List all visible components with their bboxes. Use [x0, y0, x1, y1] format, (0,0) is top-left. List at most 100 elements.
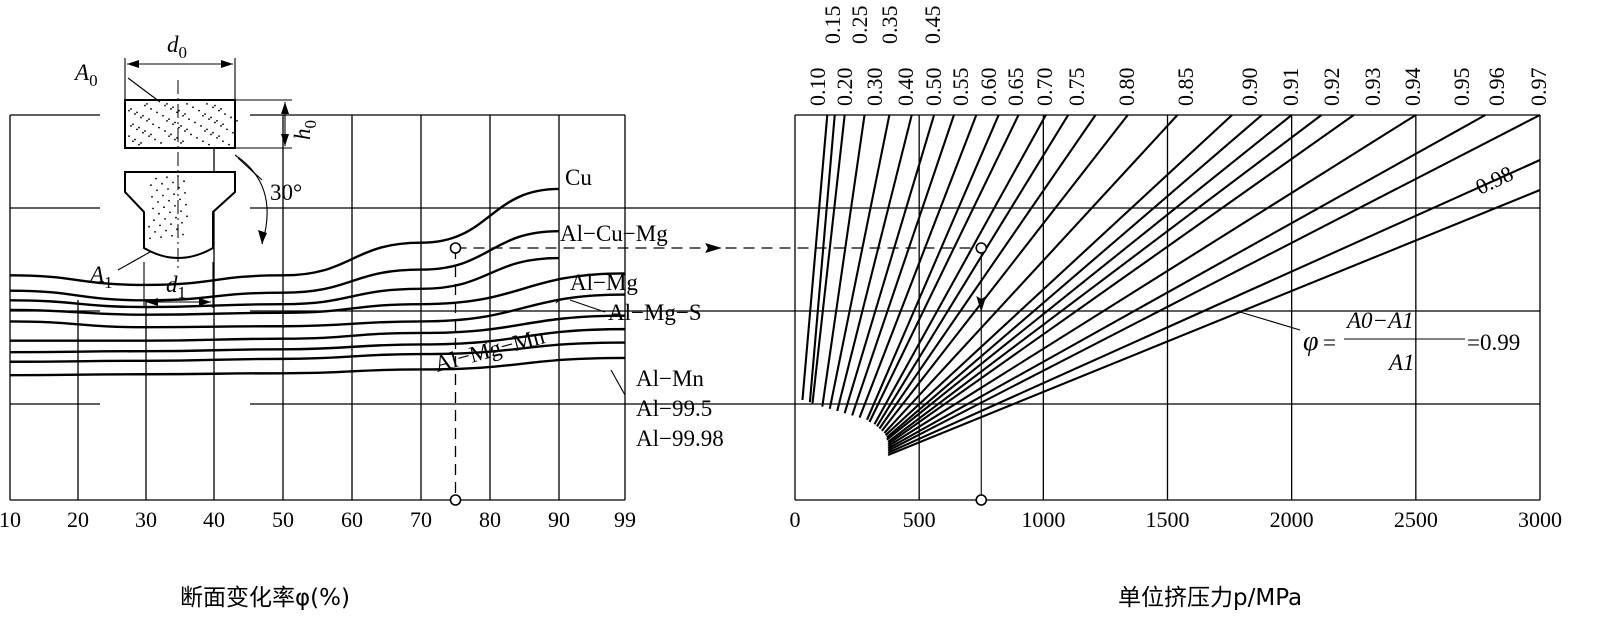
- extruded-grain: [157, 201, 159, 203]
- left-tick-99: 99: [614, 507, 636, 532]
- fan-label-0.80: 0.80: [1114, 68, 1139, 107]
- fan-line-0.70: [876, 114, 1070, 427]
- extruded-grain: [150, 184, 152, 187]
- billet-grain: [208, 143, 210, 146]
- billet-grain: [168, 135, 170, 138]
- billet-grain: [186, 128, 188, 131]
- leader-al-mn: [610, 369, 626, 396]
- extruded-grain: [159, 224, 161, 227]
- fan-line-0.97: [887, 114, 1541, 452]
- series-curve-3: [9, 272, 626, 316]
- fan-label-0.40: 0.40: [893, 68, 918, 107]
- billet-grain: [196, 136, 198, 139]
- fan-label-0.97: 0.97: [1526, 68, 1551, 107]
- fan-line-0.60: [868, 114, 1020, 423]
- billet-grain: [138, 143, 140, 146]
- extruded-grain: [152, 207, 154, 210]
- extruded-grain: [179, 198, 181, 201]
- billet-grain: [212, 106, 214, 109]
- angle-arc: [234, 154, 268, 245]
- fan-label-0.75: 0.75: [1064, 68, 1089, 107]
- formula-denominator: A1: [1387, 350, 1415, 375]
- extruded-grain: [176, 228, 178, 231]
- billet-grain: [216, 136, 218, 139]
- extruded-grain: [160, 236, 162, 239]
- billet-grain: [156, 111, 158, 114]
- label-a0: A0: [73, 60, 98, 90]
- grid-lines: [9, 114, 1541, 501]
- extruded-grain: [174, 205, 176, 207]
- extruded-grain: [172, 181, 174, 184]
- right-tick-1500: 1500: [1146, 507, 1190, 532]
- series-curve-0: [9, 187, 560, 287]
- extruded-grain: [161, 182, 163, 185]
- billet-grain: [200, 125, 202, 127]
- fan-label-0.91: 0.91: [1278, 68, 1303, 107]
- extruded-grain: [163, 206, 165, 209]
- billet-grain: [136, 111, 138, 114]
- billet-grain: [162, 114, 164, 117]
- extruded-grain: [148, 225, 150, 228]
- left-tick-50: 50: [272, 507, 294, 532]
- billet-grain: [184, 130, 186, 132]
- series-label-1: Al−Cu−Mg: [560, 221, 668, 246]
- fan-line-0.65: [873, 114, 1047, 425]
- billet-grain: [222, 140, 224, 143]
- billet-grain: [202, 114, 204, 117]
- example-arrow-right: [705, 243, 722, 253]
- billet-grain: [144, 104, 146, 107]
- fan-label-0.94: 0.94: [1400, 68, 1425, 107]
- right-x-tick-labels: 0 500 1000 1500 2000 2500 3000: [790, 507, 1563, 532]
- billet-grain: [132, 123, 134, 126]
- fan-line-0.94: [887, 114, 1355, 445]
- billet-grain: [192, 106, 194, 109]
- billet-grain: [142, 114, 144, 117]
- series-curve-5: [10, 314, 626, 342]
- fan-line-0.40: [843, 114, 936, 414]
- billet-grain: [202, 140, 204, 143]
- fan-line-0.45: [851, 114, 955, 416]
- extruded-body: [124, 171, 236, 259]
- billet-grain: [212, 131, 214, 134]
- example-construction: [449, 242, 1301, 506]
- fan-label-0.65: 0.65: [1003, 68, 1028, 107]
- billet-grain: [208, 118, 210, 121]
- fan-line-0.95: [887, 114, 1417, 448]
- billet-grain: [170, 133, 172, 136]
- fan-label-0.98: 0.98: [1472, 161, 1517, 200]
- left-tick-90: 90: [548, 507, 570, 532]
- billet-grain: [210, 133, 212, 136]
- fan-label-0.96: 0.96: [1484, 68, 1509, 107]
- fan-line-0.85: [883, 114, 1179, 434]
- billet-grain: [166, 102, 168, 105]
- series-curve-7: [9, 341, 626, 363]
- extruded-grain: [158, 212, 160, 215]
- fan-label-0.25: 0.25: [847, 6, 872, 45]
- billet-grain: [218, 109, 220, 112]
- billet-grain: [146, 102, 148, 105]
- fan-line-0.80: [881, 114, 1129, 432]
- billet-grain: [180, 125, 182, 127]
- right-tick-3000: 3000: [1518, 507, 1562, 532]
- extruded-grain: [153, 219, 155, 222]
- fan-line-0.75: [878, 114, 1097, 430]
- left-tick-60: 60: [341, 507, 363, 532]
- billet-grain: [140, 116, 142, 119]
- extruded-grain: [180, 210, 182, 213]
- series-label-5: Al−Mn: [636, 366, 704, 391]
- fan-line-0.91: [886, 114, 1263, 439]
- billet-grain: [148, 135, 150, 138]
- formula-leader: [1239, 311, 1301, 331]
- billet-grain: [204, 130, 206, 132]
- billet-grain: [198, 109, 200, 112]
- leader-al-mg: [555, 298, 561, 304]
- right-tick-500: 500: [903, 507, 936, 532]
- extruded-grain: [183, 180, 185, 183]
- extruded-grain: [182, 233, 184, 236]
- billet-grain: [228, 143, 230, 146]
- extruded-grain: [184, 192, 186, 194]
- formula-value: =0.99: [1467, 330, 1520, 355]
- angle-arrow: [258, 230, 267, 244]
- billet-grain: [214, 104, 216, 107]
- example-marker-1: [449, 494, 462, 506]
